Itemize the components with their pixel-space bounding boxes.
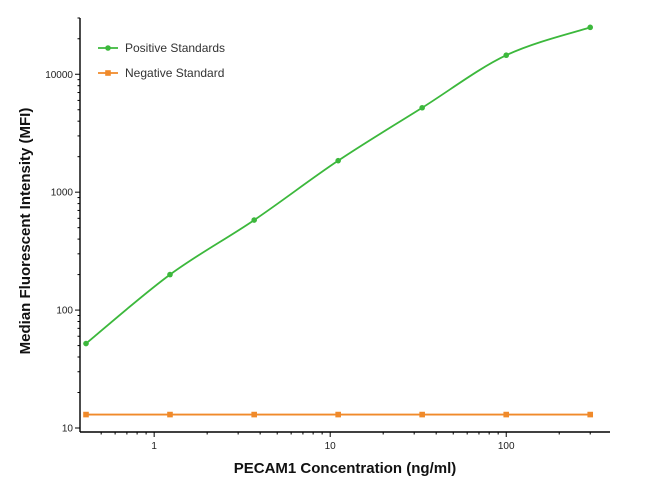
legend-label: Negative Standard <box>125 66 224 80</box>
positive-standards-point <box>419 104 425 111</box>
y-tick-label: 10000 <box>45 70 73 81</box>
legend-swatch-marker <box>105 45 111 51</box>
series-layer <box>83 24 594 418</box>
legend-label: Positive Standards <box>125 41 225 55</box>
legend-item-positive-standards: Positive Standards <box>98 41 225 55</box>
y-axis-title: Median Fluorescent Intensity (MFI) <box>17 108 34 355</box>
negative-standard-point <box>587 411 594 418</box>
positive-standards-point <box>503 52 510 59</box>
positive-standards-point <box>83 340 89 347</box>
negative-standard-point <box>503 411 510 418</box>
y-tick-label: 1000 <box>51 188 74 199</box>
legend: Positive Standards Negative Standard <box>98 41 225 80</box>
positive-standards-point <box>335 157 341 164</box>
positive-standards-point <box>587 24 594 31</box>
positive-standards-point <box>167 271 173 278</box>
x-axis-title: PECAM1 Concentration (ng/ml) <box>234 460 457 477</box>
negative-standard-point <box>419 411 425 418</box>
x-tick-label: 100 <box>498 441 515 452</box>
y-tick-label: 100 <box>56 306 73 317</box>
legend-item-negative-standard: Negative Standard <box>98 66 224 80</box>
x-tick-label: 1 <box>151 441 157 452</box>
x-tick-label: 10 <box>325 441 337 452</box>
negative-standard-point <box>167 411 173 418</box>
y-tick-label: 10 <box>62 424 74 435</box>
positive-standards-point <box>251 217 257 223</box>
negative-standard-point <box>251 411 257 418</box>
legend-swatch-marker <box>105 70 111 76</box>
negative-standard-point <box>83 411 89 418</box>
negative-standard-point <box>335 411 341 418</box>
axes: 10 100 1000 10000 1 10 100 <box>45 17 610 452</box>
